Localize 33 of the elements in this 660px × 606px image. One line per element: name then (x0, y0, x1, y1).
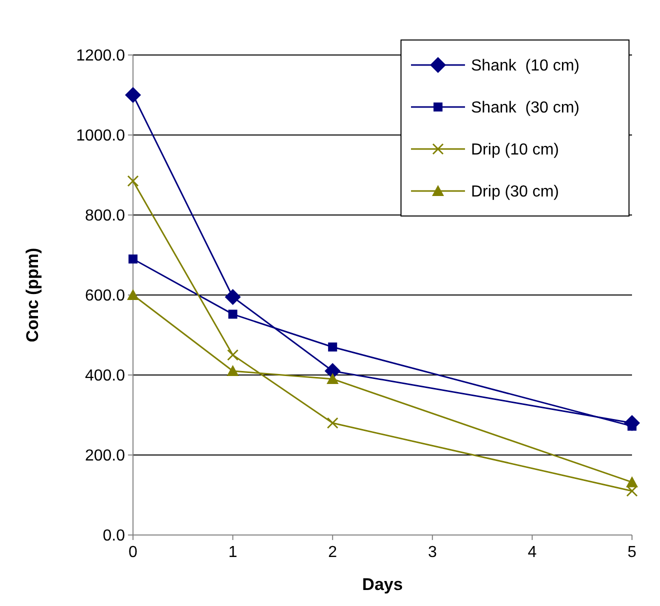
point (328, 342, 338, 352)
x-tick-label: 5 (628, 544, 637, 561)
point (127, 175, 139, 187)
point (127, 289, 139, 300)
point (125, 87, 141, 103)
y-tick-label: 600.0 (84, 288, 126, 305)
x-tick-label: 1 (228, 544, 238, 561)
y-tick-label: 200.0 (84, 448, 126, 465)
x-tick-label: 2 (328, 544, 338, 561)
y-tick-label: 0.0 (102, 528, 126, 545)
x-axis-title: Days (362, 575, 403, 594)
point (324, 363, 341, 379)
x-tick-label: 4 (528, 544, 537, 561)
point (128, 254, 138, 264)
point (226, 365, 239, 376)
point (228, 310, 238, 319)
legend-label: Shank (10 cm) (471, 58, 580, 75)
point (326, 373, 339, 384)
point (326, 417, 338, 429)
point (227, 349, 239, 361)
y-tick-label: 1000.0 (76, 128, 126, 145)
legend-label: Drip (10 cm) (471, 142, 560, 159)
point (626, 485, 638, 497)
y-tick-label: 800.0 (84, 208, 126, 225)
legend-label: Drip (30 cm) (471, 184, 560, 201)
y-tick-label: 400.0 (84, 368, 126, 385)
x-tick-label: 3 (428, 544, 437, 561)
x-tick-label: 0 (128, 544, 138, 561)
legend-label: Shank (30 cm) (471, 100, 580, 117)
y-tick-label: 1200.0 (76, 48, 126, 65)
y-axis-title: Conc (ppm) (23, 248, 42, 342)
point (626, 476, 638, 488)
point (224, 289, 241, 305)
